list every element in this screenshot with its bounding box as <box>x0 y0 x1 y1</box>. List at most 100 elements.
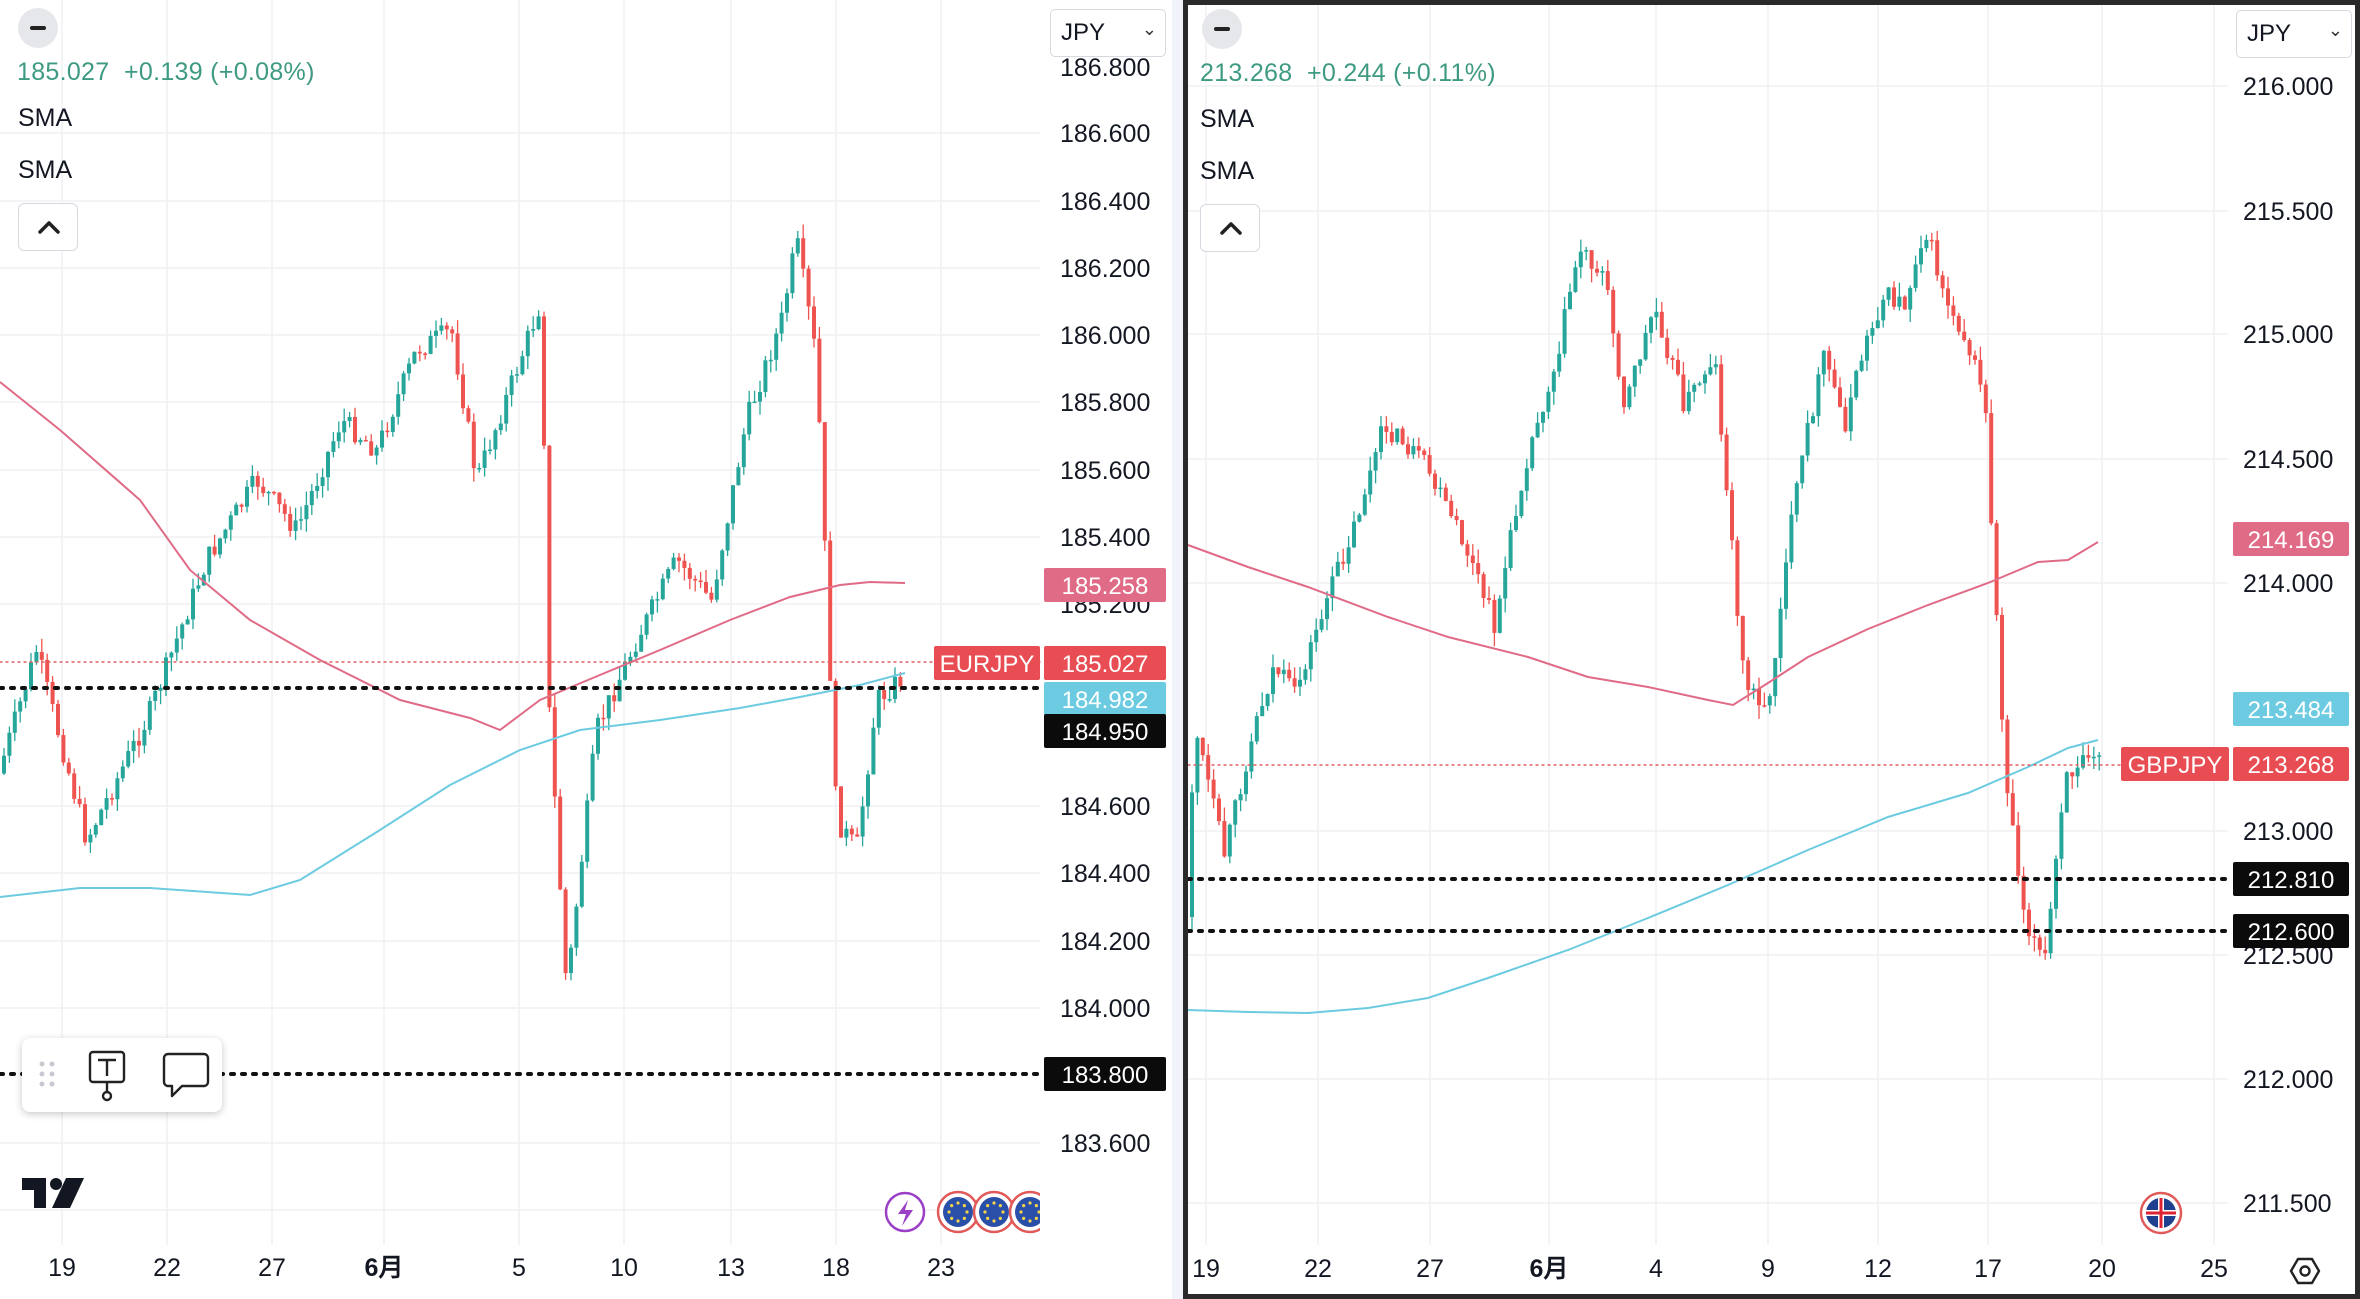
candle-body <box>1578 251 1583 268</box>
candle-body <box>2005 719 2010 794</box>
eu-star <box>992 1201 996 1205</box>
currency-select[interactable]: JPY ⌄ <box>2236 10 2352 58</box>
symbol-tag: EURJPY <box>940 651 1035 678</box>
gbpjpy-chart-canvas[interactable]: 216.000 215.500 215.000 214.500 214.000 213.0… <box>1188 5 2355 1294</box>
time-axis-label: 12 <box>1864 1255 1892 1283</box>
price-axis-label: 213.000 <box>2243 818 2333 846</box>
panel-divider[interactable] <box>1172 0 1183 1299</box>
text-tool-icon[interactable] <box>88 1050 126 1102</box>
collapse-indicators-button[interactable] <box>18 203 78 251</box>
indicator-sma-2[interactable]: SMA <box>18 156 73 184</box>
candle-body <box>1465 544 1470 556</box>
candle-body <box>660 578 665 600</box>
candle-body <box>1983 384 1988 414</box>
candle-body <box>801 238 806 269</box>
candle-body <box>1713 364 1718 368</box>
header-price-change: 185.027 +0.139 (+0.08%) <box>17 58 315 87</box>
candle-body <box>261 486 266 494</box>
tradingview-logo[interactable] <box>22 1178 86 1210</box>
candle-body <box>1946 288 1950 306</box>
candle-body <box>498 423 503 431</box>
candle-body <box>1217 798 1221 822</box>
candle-body <box>1287 669 1292 679</box>
candle-body <box>1692 384 1697 392</box>
candle-body <box>1227 824 1232 857</box>
candle-body <box>417 351 422 354</box>
candle-body <box>45 659 50 682</box>
candle-body <box>1627 386 1632 408</box>
price-axis-label: 185.800 <box>1060 389 1150 417</box>
event-icons <box>884 1190 1052 1234</box>
symbol-tag: GBPJPY <box>2128 752 2223 779</box>
candle-body <box>1573 267 1578 292</box>
candle-body <box>1416 446 1421 451</box>
candle-body <box>1487 598 1491 600</box>
eu-flag-icon-inner <box>979 1197 1009 1227</box>
price-axis-label: 212.000 <box>2243 1066 2333 1094</box>
indicator-sma-1[interactable]: SMA <box>1200 105 1255 133</box>
candle-body <box>299 519 303 521</box>
candle-body <box>714 579 719 600</box>
minus-icon[interactable] <box>18 8 58 48</box>
eurjpy-chart-canvas[interactable]: 186.800 186.600 186.400 186.200 186.000 185.8… <box>0 0 1172 1299</box>
price-axis-label: 186.000 <box>1060 322 1150 350</box>
chart-panel-gbpjpy[interactable]: 216.000 215.500 215.000 214.500 214.000 213.0… <box>1183 0 2360 1299</box>
sma-fast-line <box>1188 739 2099 1015</box>
indicator-sma-2[interactable]: SMA <box>1200 157 1255 185</box>
candle-body <box>277 492 282 505</box>
drawing-toolbar <box>22 1038 222 1112</box>
time-axis-label: 5 <box>512 1254 526 1282</box>
price-axis-label: 186.200 <box>1060 255 1150 283</box>
horizontal-line-2-tag-bg <box>2233 914 2349 948</box>
settings-icon[interactable] <box>2289 1257 2321 1285</box>
candle-body <box>1821 350 1826 375</box>
candle-body <box>1703 374 1707 384</box>
candle-body <box>876 689 881 728</box>
candle-body <box>606 695 611 719</box>
comment-icon[interactable] <box>162 1052 210 1098</box>
candle-body <box>2027 909 2031 937</box>
candle-body <box>574 906 579 948</box>
candle-body <box>866 774 870 807</box>
price-axis-label: 184.000 <box>1060 995 1150 1023</box>
candle-body <box>1546 391 1551 412</box>
candle-body <box>1962 331 1967 341</box>
indicator-sma-1[interactable]: SMA <box>18 104 73 132</box>
price-axis-label: 211.500 <box>2243 1190 2332 1218</box>
symbol-tag-bg <box>2121 747 2229 781</box>
candle-body <box>558 796 563 890</box>
candle-body <box>282 504 287 514</box>
currency-select[interactable]: JPY ⌄ <box>1050 9 1166 57</box>
eu-star <box>1028 1201 1032 1205</box>
eu-star <box>1019 1210 1023 1214</box>
price-axis-label: 215.500 <box>2243 198 2333 226</box>
candle-body <box>579 861 584 907</box>
collapse-indicators-button[interactable] <box>1200 204 1260 252</box>
time-axis-label: 17 <box>1974 1255 2002 1283</box>
candle-body <box>104 798 109 810</box>
candle-body <box>61 735 66 763</box>
chart-panel-eurjpy[interactable]: 186.800 186.600 186.400 186.200 186.000 185.8… <box>0 0 1172 1299</box>
price-axis-label-partial: 186.800 <box>1060 54 1150 82</box>
candle-body <box>1422 450 1427 456</box>
candle-body <box>1497 598 1502 633</box>
drag-handle-icon[interactable] <box>39 1061 55 1087</box>
candle-body <box>504 394 509 424</box>
minus-icon[interactable] <box>1202 9 1242 49</box>
candle-body <box>23 689 28 702</box>
eu-star <box>1034 1216 1038 1220</box>
candle-body <box>2059 812 2064 859</box>
candle-body <box>7 732 12 756</box>
candle-body <box>515 374 519 376</box>
candle-body <box>120 766 125 779</box>
last-price-tag-bg <box>1044 646 1166 680</box>
candle-body <box>142 729 147 746</box>
candle-body <box>390 416 395 432</box>
candle-body <box>1967 340 1972 356</box>
candle-body <box>304 505 309 520</box>
candle-body <box>1924 239 1929 249</box>
candle-body <box>812 306 816 339</box>
candle-body <box>1271 667 1275 695</box>
uk-flag-icon[interactable] <box>2139 1191 2183 1235</box>
candle-body <box>677 557 681 561</box>
